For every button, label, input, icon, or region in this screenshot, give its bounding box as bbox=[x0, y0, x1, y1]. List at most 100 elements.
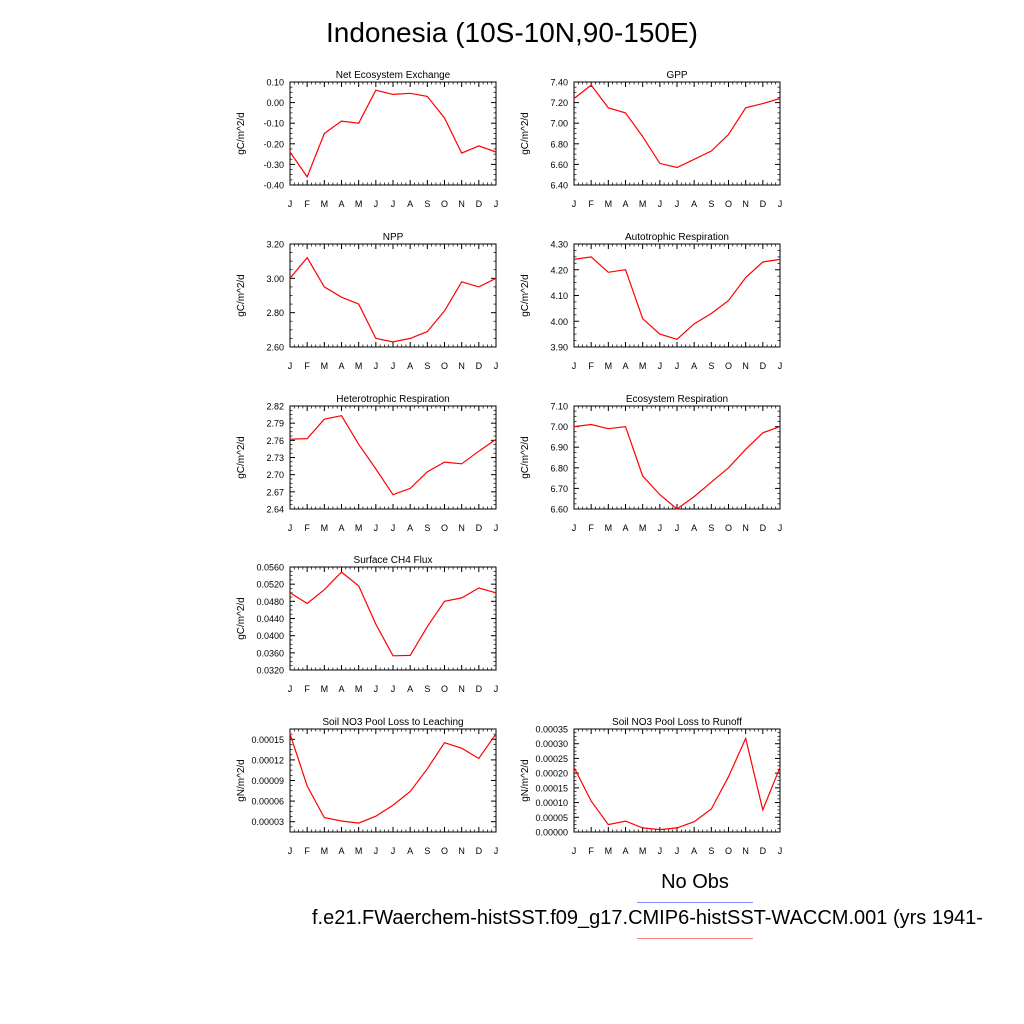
x-tick-label: J bbox=[374, 361, 379, 371]
x-tick-label: M bbox=[321, 523, 329, 533]
x-tick-label: J bbox=[391, 523, 396, 533]
y-tick-label: 0.0400 bbox=[256, 631, 284, 641]
y-tick-label: 6.80 bbox=[550, 463, 568, 473]
panel-title: Autotrophic Respiration bbox=[625, 232, 729, 243]
x-tick-label: J bbox=[391, 199, 396, 209]
x-tick-label: M bbox=[355, 199, 363, 209]
y-tick-label: 6.60 bbox=[550, 505, 568, 515]
y-tick-label: 6.40 bbox=[550, 181, 568, 191]
x-tick-label: M bbox=[605, 846, 613, 856]
x-tick-label: N bbox=[742, 523, 749, 533]
y-tick-label: 4.00 bbox=[550, 317, 568, 327]
y-axis-label: gN/m^2/d bbox=[236, 759, 247, 802]
x-tick-label: J bbox=[658, 846, 663, 856]
x-tick-label: J bbox=[572, 361, 577, 371]
x-tick-label: J bbox=[288, 846, 293, 856]
x-tick-label: D bbox=[476, 361, 483, 371]
y-tick-label: 2.70 bbox=[266, 470, 284, 480]
y-axis-label: gC/m^2/d bbox=[520, 436, 531, 479]
x-tick-label: N bbox=[742, 846, 749, 856]
series-line bbox=[289, 571, 497, 657]
y-tick-label: 0.00025 bbox=[535, 754, 568, 764]
y-tick-label: 2.67 bbox=[266, 487, 284, 497]
y-tick-label: 7.10 bbox=[550, 402, 568, 412]
x-tick-label: O bbox=[441, 684, 448, 694]
y-tick-label: 0.00030 bbox=[535, 739, 568, 749]
y-tick-label: 2.79 bbox=[266, 419, 284, 429]
y-tick-label: 0.00000 bbox=[535, 828, 568, 838]
x-tick-label: J bbox=[374, 199, 379, 209]
x-tick-label: J bbox=[374, 846, 379, 856]
panel-title: Soil NO3 Pool Loss to Runoff bbox=[612, 717, 742, 728]
x-tick-label: M bbox=[639, 199, 647, 209]
y-axis-label: gC/m^2/d bbox=[520, 274, 531, 317]
series-line bbox=[573, 423, 781, 510]
y-tick-label: 0.00035 bbox=[535, 725, 568, 735]
panel-title: Surface CH4 Flux bbox=[354, 555, 433, 566]
y-tick-label: 0.00005 bbox=[535, 813, 568, 823]
panel-title: Soil NO3 Pool Loss to Leaching bbox=[322, 717, 463, 728]
x-tick-label: A bbox=[338, 846, 344, 856]
y-tick-label: -0.10 bbox=[263, 119, 284, 129]
y-tick-label: 6.60 bbox=[550, 160, 568, 170]
x-tick-label: A bbox=[407, 199, 413, 209]
x-tick-label: J bbox=[288, 523, 293, 533]
x-tick-label: D bbox=[476, 684, 483, 694]
y-tick-label: 0.00020 bbox=[535, 769, 568, 779]
y-tick-label: 0.0320 bbox=[256, 666, 284, 676]
x-tick-label: A bbox=[407, 684, 413, 694]
x-tick-label: F bbox=[304, 199, 310, 209]
plot-frame bbox=[289, 728, 497, 833]
x-tick-label: M bbox=[355, 684, 363, 694]
x-tick-label: J bbox=[658, 199, 663, 209]
y-tick-label: -0.30 bbox=[263, 160, 284, 170]
x-tick-label: S bbox=[708, 199, 714, 209]
panel-title: NPP bbox=[383, 232, 404, 243]
x-tick-label: S bbox=[424, 361, 430, 371]
series-line bbox=[573, 84, 781, 169]
x-tick-label: A bbox=[338, 523, 344, 533]
x-tick-label: M bbox=[355, 523, 363, 533]
y-tick-label: 7.00 bbox=[550, 119, 568, 129]
y-axis-label: gC/m^2/d bbox=[236, 597, 247, 640]
legend-case-line bbox=[637, 938, 753, 939]
x-tick-label: M bbox=[321, 361, 329, 371]
y-tick-label: 0.00012 bbox=[251, 755, 284, 765]
x-tick-label: J bbox=[658, 523, 663, 533]
y-tick-label: 2.60 bbox=[266, 343, 284, 353]
x-tick-label: O bbox=[441, 361, 448, 371]
x-tick-label: M bbox=[605, 199, 613, 209]
panel-title: GPP bbox=[666, 70, 687, 81]
y-tick-label: 0.00009 bbox=[251, 776, 284, 786]
y-tick-label: -0.20 bbox=[263, 139, 284, 149]
x-tick-label: J bbox=[374, 523, 379, 533]
x-tick-label: S bbox=[708, 361, 714, 371]
x-tick-label: A bbox=[338, 199, 344, 209]
y-tick-label: 3.90 bbox=[550, 343, 568, 353]
x-tick-label: N bbox=[742, 199, 749, 209]
y-tick-label: 3.20 bbox=[266, 240, 284, 250]
y-tick-label: 0.00003 bbox=[251, 817, 284, 827]
x-tick-label: O bbox=[725, 361, 732, 371]
series-line bbox=[289, 733, 497, 824]
panel-title: Net Ecosystem Exchange bbox=[336, 70, 451, 81]
x-tick-label: S bbox=[708, 846, 714, 856]
plot-frame bbox=[573, 243, 781, 348]
legend-obs-line bbox=[637, 902, 753, 903]
x-tick-label: J bbox=[675, 361, 680, 371]
x-tick-label: M bbox=[639, 361, 647, 371]
x-tick-label: M bbox=[321, 684, 329, 694]
x-tick-label: D bbox=[760, 199, 767, 209]
x-tick-label: A bbox=[407, 523, 413, 533]
plot-frame bbox=[573, 405, 781, 510]
x-tick-label: F bbox=[304, 523, 310, 533]
y-tick-label: 0.00010 bbox=[535, 798, 568, 808]
x-tick-label: J bbox=[494, 199, 499, 209]
series-line bbox=[289, 415, 497, 496]
series-line bbox=[289, 256, 497, 343]
x-tick-label: J bbox=[391, 361, 396, 371]
x-tick-label: S bbox=[424, 199, 430, 209]
x-tick-label: D bbox=[760, 361, 767, 371]
x-tick-label: F bbox=[588, 361, 594, 371]
y-tick-label: 4.10 bbox=[550, 291, 568, 301]
